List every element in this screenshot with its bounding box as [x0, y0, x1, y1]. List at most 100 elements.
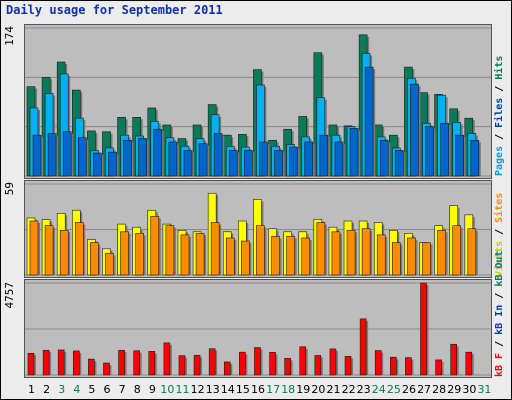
x-tick-label-31: 31: [477, 383, 491, 396]
bar-sites-28: [437, 229, 446, 276]
bar-pages-16: [259, 141, 268, 177]
bar-pages-20: [319, 134, 329, 177]
x-tick-label-30: 30: [462, 383, 476, 396]
bar-sites-30: [467, 228, 477, 276]
bar-pages-3: [62, 131, 72, 177]
bar-sites-14: [225, 237, 235, 276]
bar-sites-2: [44, 225, 54, 276]
bar-pages-12: [198, 143, 208, 177]
bar-kb-f-5: [88, 358, 95, 376]
x-tick-label-21: 21: [326, 383, 340, 396]
bar-kb-f-19: [299, 346, 307, 376]
bar-kb-f-11: [178, 355, 186, 376]
bar-sites-18: [286, 236, 295, 276]
bar-pages-5: [93, 152, 102, 177]
x-tick-label-19: 19: [296, 383, 310, 396]
bar-pages-17: [274, 150, 283, 177]
bar-kb-f-17: [269, 351, 276, 376]
x-tick-label-23: 23: [357, 383, 371, 396]
bar-kb-f-20: [314, 355, 322, 376]
bar-kb-f-14: [223, 361, 231, 376]
x-tick-label-24: 24: [372, 383, 386, 396]
bar-sites-25: [392, 242, 401, 276]
bar-kb-f-6: [103, 362, 110, 376]
bar-sites-3: [59, 229, 69, 276]
bar-pages-30: [470, 139, 480, 177]
x-tick-label-20: 20: [311, 383, 325, 396]
bar-pages-24: [379, 139, 389, 177]
x-tick-label-10: 10: [160, 383, 174, 396]
bar-pages-22: [349, 128, 359, 177]
bar-kb-f-21: [329, 348, 337, 376]
x-tick-label-18: 18: [281, 383, 295, 396]
bar-kb-f-23: [359, 318, 367, 376]
bar-sites-29: [452, 225, 462, 276]
bar-pages-6: [108, 151, 117, 177]
bar-kb-f-7: [118, 349, 125, 376]
bar-sites-16: [256, 225, 265, 276]
bar-kb-f-18: [284, 358, 291, 376]
bar-sites-12: [195, 233, 205, 276]
bar-pages-8: [138, 138, 147, 177]
bar-kb-f-13: [208, 348, 216, 376]
bar-kb-f-22: [344, 356, 352, 376]
bar-sites-17: [271, 236, 280, 276]
chart-title: Daily usage for September 2011: [6, 3, 223, 17]
bar-sites-23: [361, 228, 371, 276]
x-tick-label-3: 3: [58, 383, 65, 396]
bar-kb-f-1: [27, 352, 35, 376]
bar-sites-10: [165, 225, 175, 276]
bar-kb-f-30: [465, 351, 473, 376]
bar-kb-f-16: [254, 347, 261, 376]
bar-sites-15: [241, 240, 250, 276]
bar-sites-4: [74, 222, 84, 276]
bar-sites-1: [29, 220, 39, 276]
bar-sites-20: [316, 222, 326, 276]
x-tick-label-13: 13: [206, 383, 220, 396]
x-tick-label-12: 12: [191, 383, 205, 396]
bar-sites-6: [105, 253, 114, 276]
x-tick-label-29: 29: [447, 383, 461, 396]
x-tick-label-11: 11: [176, 383, 190, 396]
x-tick-label-4: 4: [73, 383, 80, 396]
bar-sites-11: [180, 234, 190, 276]
bar-kb-f-3: [57, 349, 65, 376]
bar-sites-27: [422, 242, 431, 276]
x-tick-label-26: 26: [402, 383, 416, 396]
x-tick-label-9: 9: [149, 383, 156, 396]
x-tick-label-6: 6: [104, 383, 111, 396]
bar-kb-f-15: [239, 351, 246, 376]
x-tick-label-17: 17: [266, 383, 280, 396]
bar-kb-f-12: [193, 354, 201, 376]
bar-pages-2: [47, 133, 57, 177]
x-tick-label-8: 8: [134, 383, 141, 396]
bar-pages-7: [123, 139, 132, 177]
bar-pages-14: [228, 150, 238, 177]
bar-kb-f-27: [420, 282, 427, 376]
x-tick-label-1: 1: [28, 383, 35, 396]
bar-kb-f-28: [435, 359, 442, 376]
bar-pages-18: [289, 146, 298, 177]
bar-pages-19: [304, 141, 314, 177]
bar-sites-21: [331, 231, 341, 276]
bar-pages-11: [183, 150, 193, 177]
bar-kb-f-10: [163, 342, 171, 376]
bar-pages-23: [364, 66, 374, 177]
x-tick-label-2: 2: [43, 383, 50, 396]
bar-sites-22: [346, 229, 356, 276]
bar-sites-24: [376, 234, 386, 276]
x-tick-label-28: 28: [432, 383, 446, 396]
bar-pages-13: [213, 133, 223, 177]
x-tick-label-14: 14: [221, 383, 235, 396]
x-tick-label-27: 27: [417, 383, 431, 396]
bar-kb-f-25: [390, 356, 397, 376]
bar-pages-21: [334, 141, 344, 177]
x-tick-label-16: 16: [251, 383, 265, 396]
bar-pages-26: [410, 83, 419, 177]
bar-kb-f-9: [148, 351, 156, 376]
bar-sites-7: [120, 231, 129, 276]
x-tick-label-22: 22: [342, 383, 356, 396]
bar-pages-25: [395, 150, 404, 177]
bar-sites-9: [150, 216, 160, 276]
